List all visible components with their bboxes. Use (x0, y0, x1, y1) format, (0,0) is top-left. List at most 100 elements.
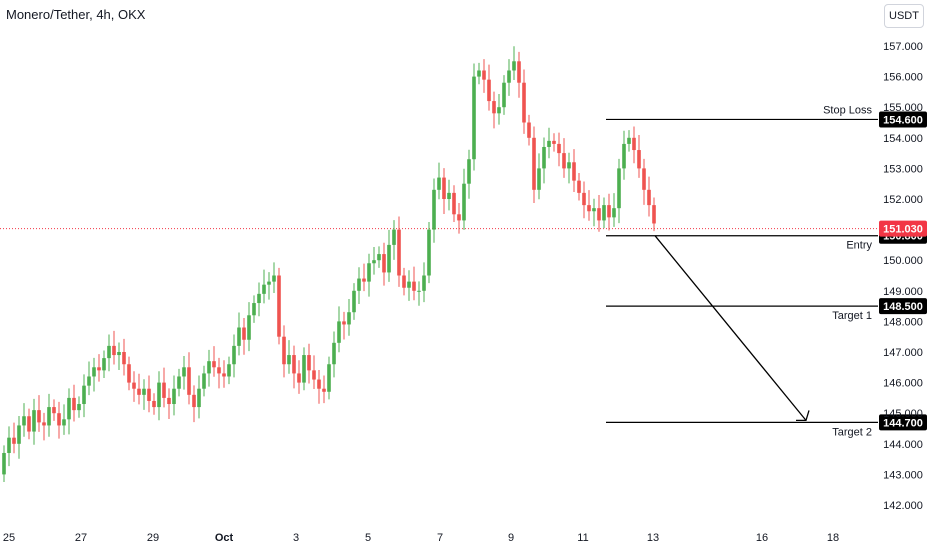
y-tick-label: 146.000 (883, 378, 923, 390)
candle-body (72, 397, 76, 411)
candle-body (357, 278, 361, 291)
candle-body (542, 146, 546, 169)
y-tick-label: 152.000 (883, 194, 923, 206)
candle-body (612, 208, 616, 218)
candle-body (142, 388, 146, 395)
candle-body (462, 183, 466, 221)
candle-body (122, 352, 126, 365)
x-tick-label: 18 (827, 532, 839, 544)
candle-body (22, 416, 26, 426)
candle-body (307, 355, 311, 371)
candle-body (467, 159, 471, 184)
candle-body (427, 229, 431, 276)
candle-body (7, 437, 11, 453)
candle-body (82, 385, 86, 405)
candle-body (207, 361, 211, 374)
level-price-tag (879, 298, 927, 315)
candle-body (587, 205, 591, 212)
candle-body (272, 275, 276, 282)
candle-body (402, 275, 406, 288)
level-price-tag-text: 154.600 (883, 114, 923, 126)
candle-body (92, 367, 96, 377)
candle-body (252, 303, 256, 316)
candle-body (62, 419, 66, 426)
candle-body (32, 410, 36, 432)
candle-body (67, 397, 71, 420)
candle-body (512, 61, 516, 71)
current-price-tag-text: 151.030 (883, 224, 923, 236)
candle-body (172, 388, 176, 405)
candle-body (282, 336, 286, 365)
candle-body (37, 410, 41, 423)
y-tick-label: 157.000 (883, 41, 923, 53)
candle-body (392, 229, 396, 245)
candle-body (337, 321, 341, 343)
projection-arrow-head (796, 410, 810, 422)
candle-body (407, 281, 411, 288)
candle-body (502, 82, 506, 108)
candle-body (652, 205, 656, 224)
candle-body (197, 388, 201, 408)
candle-body (482, 70, 486, 80)
candle-body (327, 364, 331, 392)
candle-body (522, 82, 526, 123)
candle-body (592, 208, 596, 212)
level-name-label: Entry (846, 240, 872, 252)
candle-body (487, 79, 491, 102)
currency-button[interactable]: USDT (884, 4, 924, 28)
candle-body (47, 407, 51, 426)
candle-body (627, 137, 631, 144)
candle-body (577, 180, 581, 193)
candle-body (182, 367, 186, 377)
x-tick-label: 16 (756, 532, 768, 544)
candle-body (517, 61, 521, 83)
candle-body (632, 137, 636, 151)
candle-body (387, 244, 391, 273)
candle-body (292, 355, 296, 374)
candle-body (347, 312, 351, 325)
candle-body (2, 452, 6, 475)
candle-body (232, 345, 236, 365)
level-name-label: Target 1 (832, 310, 872, 322)
candle-body (437, 177, 441, 190)
level-name-label: Stop Loss (823, 104, 872, 116)
level-price-tag-text: 148.500 (883, 301, 923, 313)
y-tick-label: 153.000 (883, 163, 923, 175)
y-tick-label: 156.000 (883, 72, 923, 84)
candle-body (77, 404, 81, 411)
candle-body (242, 327, 246, 340)
candle-body (177, 376, 181, 389)
candle-body (247, 315, 251, 340)
candle-body (342, 321, 346, 325)
candle-body (367, 263, 371, 282)
candle-body (102, 358, 106, 371)
x-tick-label: 25 (3, 532, 15, 544)
candle-body (432, 189, 436, 230)
candle-body (312, 370, 316, 380)
candle-body (27, 416, 31, 432)
candle-body (332, 342, 336, 365)
candle-body (117, 352, 121, 356)
candle-body (237, 327, 241, 346)
y-tick-label: 142.000 (883, 500, 923, 512)
x-tick-label: Oct (215, 532, 234, 544)
projection-arrow-line (654, 235, 807, 421)
y-tick-label: 147.000 (883, 347, 923, 359)
candle-body (497, 107, 501, 114)
candle-body (267, 281, 271, 285)
candle-body (52, 407, 56, 414)
candle-body (572, 162, 576, 181)
y-tick-label: 149.000 (883, 286, 923, 298)
candle-body (547, 140, 551, 147)
candle-body (637, 150, 641, 169)
candle-body (622, 143, 626, 169)
candle-body (552, 140, 556, 144)
candle-body (362, 278, 366, 282)
candle-body (422, 275, 426, 291)
x-tick-label: 7 (437, 532, 443, 544)
y-tick-label: 154.000 (883, 133, 923, 145)
candle-body (452, 192, 456, 215)
candle-body (297, 373, 301, 383)
candle-body (442, 177, 446, 199)
